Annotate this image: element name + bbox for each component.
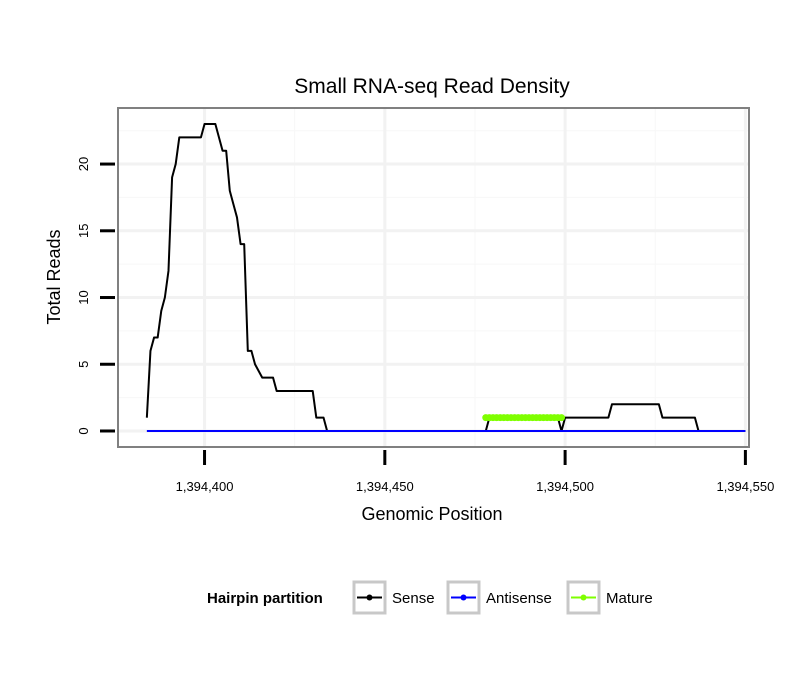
y-tick-label-4: 20: [76, 157, 91, 171]
legend-dot-sense: [366, 594, 373, 601]
legend-item-antisense: Antisense: [446, 580, 552, 615]
plot-panel: [118, 108, 749, 447]
legend-label-sense: Sense: [392, 590, 435, 607]
legend-dot-antisense: [460, 594, 467, 601]
legend-label-antisense: Antisense: [486, 590, 552, 607]
y-tick-label-3: 15: [76, 224, 91, 238]
x-tick-label-1: 1,394,450: [356, 479, 414, 494]
x-tick-label-3: 1,394,550: [716, 479, 774, 494]
y-axis-label: Total Reads: [44, 229, 64, 324]
legend-dot-mature: [580, 594, 587, 601]
legend-item-mature: Mature: [566, 580, 653, 615]
y-tick-label-1: 5: [76, 361, 91, 368]
y-axis: 0 5 10 15 20: [76, 157, 115, 435]
plot-border: [117, 107, 750, 448]
y-tick-label-2: 10: [76, 290, 91, 304]
x-axis: 1,394,400 1,394,450 1,394,500 1,394,550: [176, 450, 774, 494]
legend-label-mature: Mature: [606, 590, 653, 607]
chart-title: Small RNA-seq Read Density: [294, 75, 570, 98]
y-tick-label-0: 0: [76, 427, 91, 434]
legend: Hairpin partition Sense Antisense Mature: [207, 580, 653, 615]
legend-item-sense: Sense: [352, 580, 435, 615]
x-axis-label: Genomic Position: [361, 504, 502, 524]
x-tick-label-2: 1,394,500: [536, 479, 594, 494]
x-tick-label-0: 1,394,400: [176, 479, 234, 494]
series-mature-point-21: [558, 414, 566, 422]
legend-title: Hairpin partition: [207, 590, 323, 607]
series-lines: [145, 123, 746, 432]
